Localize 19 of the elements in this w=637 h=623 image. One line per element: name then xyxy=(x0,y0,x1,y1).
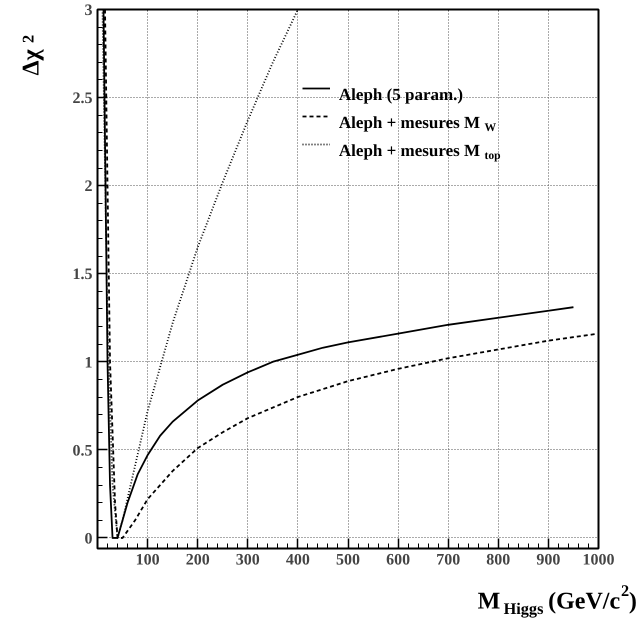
x-tick-label: 1000 xyxy=(582,552,614,568)
x-tick-label: 100 xyxy=(136,552,160,568)
y-tick-label: 1.5 xyxy=(72,266,92,284)
x-tick-label: 800 xyxy=(486,552,510,568)
x-tick-label: 500 xyxy=(336,552,360,568)
y-axis-title: Δχ2 xyxy=(18,34,44,76)
y-tick-label: 2.5 xyxy=(72,90,92,108)
x-tick-label: 400 xyxy=(286,552,310,568)
x-tick-label: 900 xyxy=(536,552,560,568)
y-tick-label: 2 xyxy=(84,178,92,196)
x-tick-label: 200 xyxy=(186,552,210,568)
legend-label: Aleph (5 param.) xyxy=(338,85,464,104)
y-tick-label: 0.5 xyxy=(72,442,92,460)
y-tick-label: 0 xyxy=(84,530,92,548)
y-tick-label: 3 xyxy=(84,2,92,19)
x-tick-label: 700 xyxy=(436,552,460,568)
x-tick-label: 600 xyxy=(386,552,410,568)
x-tick-label: 300 xyxy=(236,552,260,568)
y-tick-label: 1 xyxy=(84,354,92,372)
